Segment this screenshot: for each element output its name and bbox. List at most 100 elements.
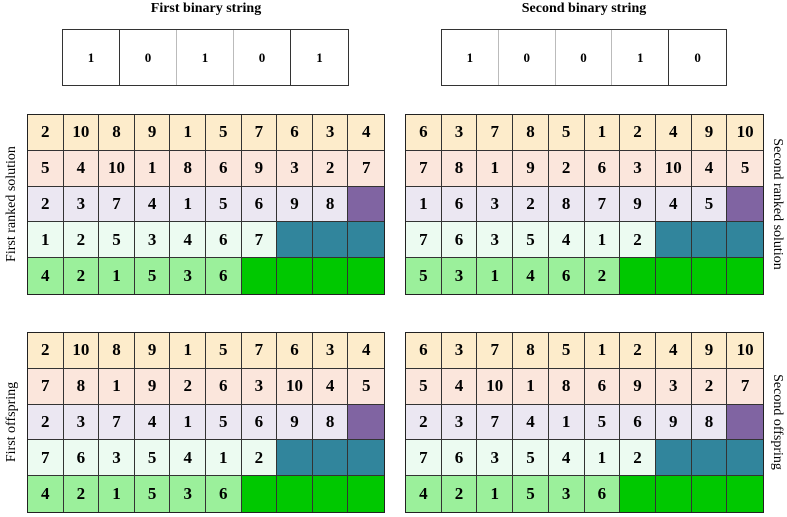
gene-cell: 4	[312, 368, 349, 405]
second-ranked-solution-label: Second ranked solution	[770, 138, 785, 270]
gene-cell: 6	[241, 404, 278, 441]
gene-cell: 1	[28, 222, 64, 259]
gene-cell: 7	[28, 368, 64, 405]
gene-cell: 5	[134, 440, 171, 477]
gene-cell: 3	[548, 476, 585, 512]
empty-filler-cell	[277, 222, 313, 259]
gene-cell: 3	[312, 333, 349, 369]
gene-cell: 1	[170, 186, 206, 223]
gene-cell: 5	[134, 258, 171, 294]
gene-cell: 5	[134, 476, 171, 512]
first-binary-string-title: First binary string	[150, 1, 262, 16]
gene-cell: 6	[406, 115, 442, 151]
gene-cell: 2	[691, 368, 728, 405]
gene-cell: 1	[584, 440, 621, 477]
gene-cell: 2	[28, 115, 64, 151]
gene-cell: 4	[348, 333, 384, 369]
gene-cell: 3	[477, 222, 514, 259]
gene-cell: 8	[691, 404, 728, 441]
gene-cell: 5	[406, 368, 442, 405]
gene-cell: 4	[134, 186, 171, 223]
gene-cell: 10	[655, 150, 692, 187]
gene-cell: 3	[441, 404, 478, 441]
gene-cell: 4	[548, 222, 585, 259]
gene-cell: 8	[441, 150, 478, 187]
empty-filler-cell	[312, 222, 349, 259]
gene-cell: 1	[205, 440, 242, 477]
gene-cell: 10	[63, 333, 100, 369]
empty-filler-cell	[655, 440, 692, 477]
gene-cell: 5	[205, 333, 242, 369]
gene-cell: 1	[513, 368, 549, 405]
empty-filler-cell	[348, 476, 384, 512]
binary-bit: 1	[316, 49, 323, 65]
empty-filler-cell	[277, 258, 313, 294]
gene-cell: 2	[620, 333, 656, 369]
gene-cell: 3	[63, 186, 100, 223]
gene-cell: 6	[241, 186, 278, 223]
gene-cell: 6	[63, 440, 100, 477]
gene-cell: 8	[513, 333, 549, 369]
gene-cell: 1	[477, 258, 514, 294]
gene-cell: 9	[691, 115, 728, 151]
empty-filler-cell	[655, 476, 692, 512]
gene-cell: 4	[134, 404, 171, 441]
empty-filler-cell	[277, 476, 313, 512]
gene-cell: 10	[727, 115, 763, 151]
gene-cell: 4	[655, 115, 692, 151]
gene-cell: 2	[620, 222, 656, 259]
gene-cell: 1	[99, 476, 135, 512]
gene-cell: 4	[513, 404, 549, 441]
gene-cell: 3	[620, 150, 656, 187]
gene-cell: 3	[241, 368, 278, 405]
gene-cell: 1	[134, 150, 171, 187]
gene-cell: 10	[727, 333, 763, 369]
gene-cell: 8	[548, 186, 585, 223]
gene-cell: 5	[406, 258, 442, 294]
empty-filler-cell	[348, 440, 384, 477]
gene-cell: 4	[441, 368, 478, 405]
gene-cell: 10	[477, 368, 514, 405]
gene-cell: 2	[63, 258, 100, 294]
gene-cell: 10	[277, 368, 313, 405]
gene-cell: 3	[477, 186, 514, 223]
gene-cell: 5	[99, 222, 135, 259]
empty-filler-cell	[348, 258, 384, 294]
gene-cell: 7	[727, 368, 763, 405]
gene-cell: 8	[548, 368, 585, 405]
gene-cell: 1	[170, 333, 206, 369]
gene-cell: 9	[241, 150, 278, 187]
gene-cell: 5	[548, 115, 585, 151]
gene-cell: 4	[63, 150, 100, 187]
gene-cell: 4	[170, 222, 206, 259]
binary-bit: 0	[556, 30, 613, 85]
gene-cell: 4	[170, 440, 206, 477]
gene-cell: 9	[134, 333, 171, 369]
gene-cell: 2	[548, 150, 585, 187]
empty-filler-cell	[727, 440, 763, 477]
gene-cell: 6	[548, 258, 585, 294]
empty-filler-cell	[691, 440, 728, 477]
gene-cell: 4	[28, 476, 64, 512]
gene-cell: 1	[477, 150, 514, 187]
binary-bit: 1	[442, 30, 499, 85]
empty-filler-cell	[727, 404, 763, 441]
gene-cell: 1	[584, 222, 621, 259]
gene-cell: 2	[513, 186, 549, 223]
empty-filler-cell	[312, 476, 349, 512]
empty-filler-cell	[241, 476, 278, 512]
gene-cell: 4	[348, 115, 384, 151]
gene-cell: 4	[513, 258, 549, 294]
empty-filler-cell	[277, 440, 313, 477]
gene-cell: 7	[99, 186, 135, 223]
gene-cell: 6	[441, 222, 478, 259]
gene-cell: 3	[99, 440, 135, 477]
gene-cell: 6	[441, 440, 478, 477]
empty-filler-cell	[727, 186, 763, 223]
gene-cell: 2	[620, 440, 656, 477]
gene-cell: 2	[28, 333, 64, 369]
gene-cell: 7	[28, 440, 64, 477]
gene-cell: 6	[205, 476, 242, 512]
empty-filler-cell	[620, 476, 656, 512]
gene-cell: 1	[170, 115, 206, 151]
